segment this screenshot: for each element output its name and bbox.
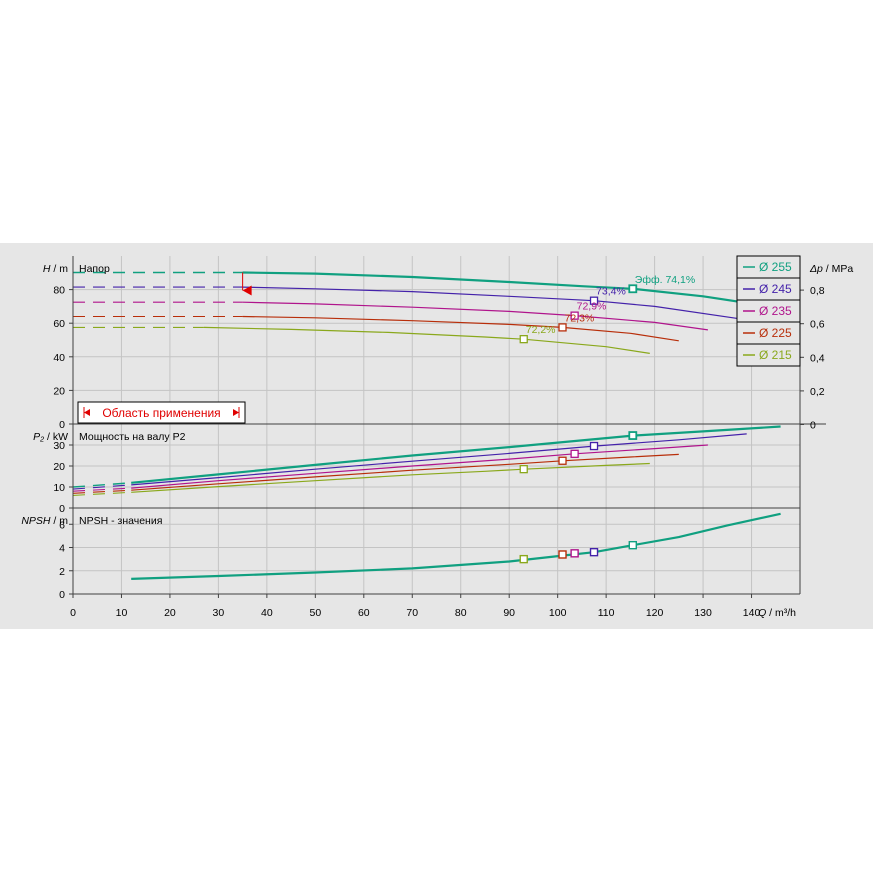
y-axis-label: NPSH / m [21, 515, 68, 527]
efficiency-label: 72,2% [526, 324, 556, 336]
grid-layer [72, 256, 800, 595]
series-line [131, 425, 781, 484]
y-tick-label: 0 [59, 419, 65, 431]
curve-layer [72, 271, 782, 580]
x-tick-label: 90 [503, 607, 515, 619]
y-tick-label: 40 [53, 352, 65, 364]
duty-point-marker [628, 284, 638, 294]
y2-tick-label: 0,8 [810, 285, 825, 297]
y-tick-label: 30 [53, 440, 65, 452]
y2-tick-label: 0,4 [810, 352, 825, 364]
npsh-point-marker [519, 554, 528, 564]
series-dashed-segment [72, 484, 132, 490]
panel-title: NPSH - значения [79, 515, 162, 527]
y-tick-label: 0 [59, 589, 65, 601]
npsh-point-marker [628, 540, 637, 550]
range-limit-left-arrow [242, 285, 252, 296]
series-dashed-segment [72, 482, 132, 488]
x-tick-label: 130 [694, 607, 712, 619]
series-dashed-segment [72, 487, 132, 492]
series-line [131, 453, 679, 491]
duty-point-marker [519, 464, 528, 474]
y-tick-label: 20 [53, 461, 65, 473]
y-tick-label: 0 [59, 503, 65, 515]
series-line [242, 315, 679, 342]
x-tick-label: 10 [116, 607, 128, 619]
application-range-left-arrow [84, 409, 90, 416]
application-range-box [77, 401, 246, 424]
y2-tick-label: 0,2 [810, 386, 825, 398]
efficiency-label: 72,9% [577, 301, 607, 313]
series-line [242, 301, 708, 331]
series-dashed-segment [72, 489, 132, 494]
efficiency-label: Эфф. 74,1% [635, 274, 695, 286]
npsh-point-marker [570, 549, 579, 558]
duty-point-marker [558, 323, 567, 332]
x-tick-label: 50 [309, 607, 321, 619]
x-tick-label: 140 [743, 607, 761, 619]
npsh-point-marker [558, 550, 567, 559]
application-range-right-arrow [233, 409, 239, 416]
x-tick-label: 0 [70, 607, 76, 619]
y-tick-label: 60 [53, 318, 65, 330]
x-tick-label: 30 [213, 607, 225, 619]
y-tick-label: 4 [59, 543, 65, 555]
duty-point-marker [570, 449, 579, 458]
x-tick-label: 110 [598, 607, 615, 619]
legend-label: Ø 235 [759, 304, 792, 318]
y-tick-label: 20 [53, 385, 65, 397]
x-tick-label: 70 [406, 607, 418, 619]
pump-curve-chart-panel: 0 10 20 30 40 50 60 70 80 90 100 110 120 130 140 Q / m³… [0, 243, 873, 629]
duty-point-marker [570, 311, 579, 320]
application-range-label: Область применения [102, 406, 220, 420]
series-line [131, 433, 747, 486]
series-line [203, 326, 650, 354]
panel-title: Напор [79, 263, 110, 275]
x-tick-label: 60 [358, 607, 370, 619]
x-axis-label: Q / m³/h [758, 607, 796, 619]
legend-label: Ø 225 [759, 326, 792, 340]
duty-point-marker [589, 296, 599, 305]
x-tick-label: 100 [549, 607, 567, 619]
x-tick-label: 20 [164, 607, 176, 619]
y2-tick-label: 0,6 [810, 319, 825, 331]
efficiency-label: 73,4% [596, 286, 626, 298]
y-tick-label: 2 [59, 566, 65, 578]
y-axis-label: H / m [43, 263, 68, 275]
y-tick-label: 80 [53, 285, 65, 297]
x-tick-label: 120 [646, 607, 664, 619]
series-line [131, 512, 781, 580]
x-tick-label: 80 [455, 607, 467, 619]
duty-point-marker [558, 456, 567, 465]
npsh-point-marker [589, 547, 599, 557]
frame-layer [69, 256, 826, 598]
duty-point-marker [628, 431, 638, 440]
legend-label: Ø 215 [759, 348, 792, 362]
efficiency-label: 72,3% [565, 312, 595, 324]
series-line [242, 286, 747, 321]
duty-point-marker [589, 441, 599, 451]
legend-entry-box [736, 343, 801, 367]
legend-label: Ø 255 [759, 260, 792, 274]
duty-point-marker [519, 335, 528, 344]
y-tick-label: 6 [59, 519, 65, 531]
panel-title: Мощность на валу P2 [79, 431, 186, 443]
y2-axis-label: Δp / MPa [809, 263, 853, 275]
series-line [131, 444, 708, 489]
legend-label: Ø 245 [759, 282, 792, 296]
x-tick-label: 40 [261, 607, 273, 619]
legend-layer: Ø 255 Ø 245 Ø 235 Ø 225 Ø 215 [736, 255, 801, 367]
series-line [131, 462, 650, 493]
y2-tick-label: 0 [810, 420, 816, 432]
series-dashed-segment [72, 491, 132, 496]
y-axis-label: P₂ / kW [33, 431, 68, 443]
y-tick-label: 10 [53, 482, 65, 494]
series-line [242, 271, 781, 310]
